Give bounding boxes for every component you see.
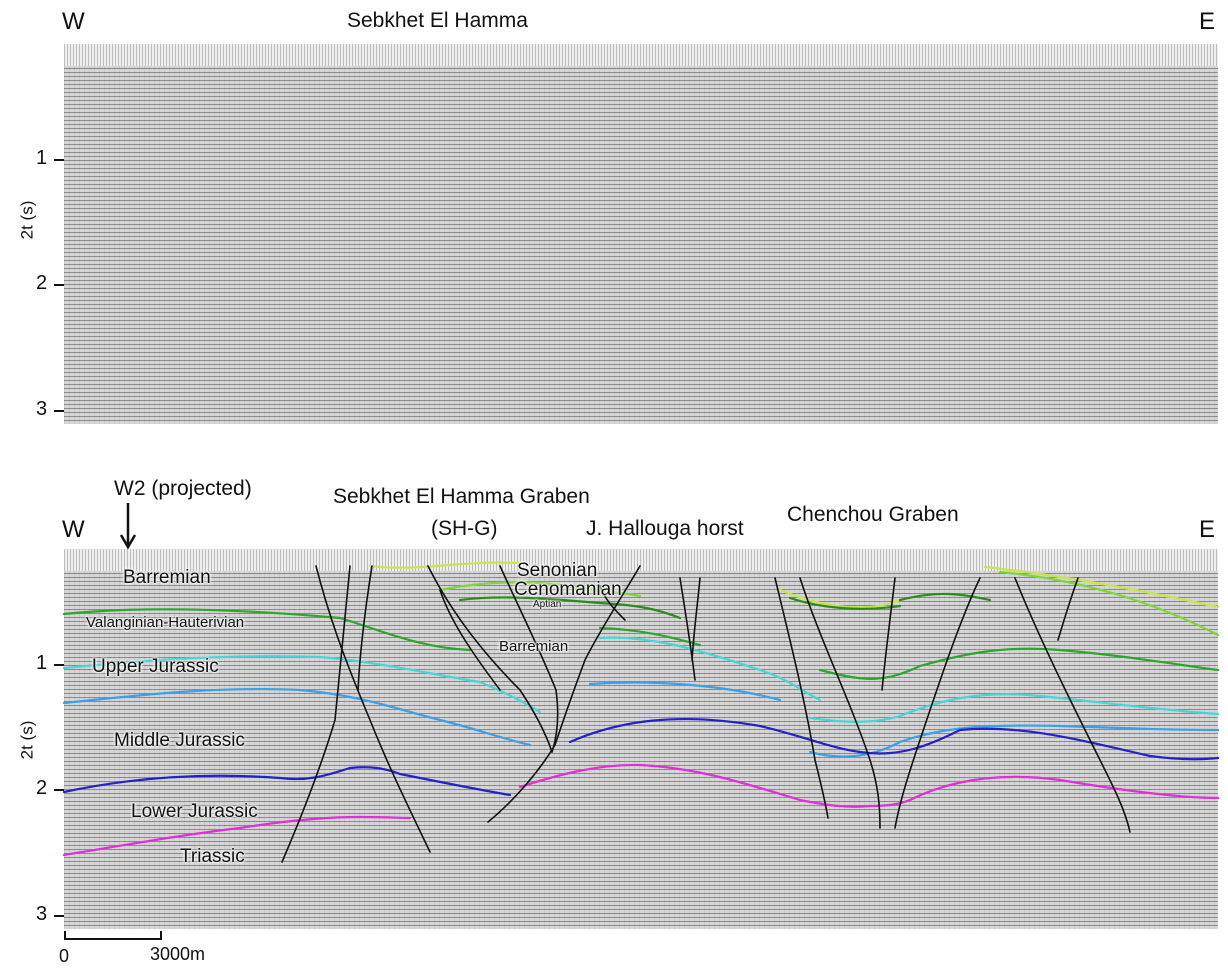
formation-label-upper-jurassic: Upper Jurassic bbox=[92, 656, 219, 677]
seismic-section-top bbox=[64, 44, 1218, 424]
fault-line bbox=[894, 577, 981, 829]
fault-line bbox=[427, 565, 553, 753]
formation-label-lower-jurassic: Lower Jurassic bbox=[131, 801, 258, 822]
fault-line bbox=[281, 565, 351, 863]
fault-line bbox=[881, 577, 896, 691]
west-label-top: W bbox=[62, 8, 85, 35]
horizon-line-middle-jurassic bbox=[62, 681, 1220, 758]
formation-label-barremian: Barremian bbox=[123, 567, 211, 588]
y-tick-mark-top bbox=[54, 159, 64, 161]
horizon-line-cenomanian bbox=[438, 570, 1220, 637]
fault-line bbox=[799, 577, 881, 829]
horizon-line-barremian bbox=[458, 592, 992, 620]
graben-label-chenchou: Chenchou Graben bbox=[787, 503, 959, 526]
y-tick-label-bottom: 2 bbox=[36, 777, 48, 799]
fault-line bbox=[315, 565, 431, 853]
west-label-bottom: W bbox=[62, 516, 85, 543]
down-arrow-icon bbox=[119, 503, 137, 550]
formation-label-senonian: Senonian bbox=[517, 560, 598, 581]
east-label-bottom: E bbox=[1199, 516, 1216, 543]
y-tick-mark-bottom bbox=[54, 915, 64, 917]
y-tick-label-bottom: 1 bbox=[36, 652, 48, 674]
scale-bar-tick-start bbox=[64, 931, 66, 940]
scale-bar-end-label: 3000m bbox=[150, 944, 206, 964]
y-tick-mark-bottom bbox=[54, 664, 64, 666]
y-tick-mark-top bbox=[54, 284, 64, 286]
fault-line bbox=[439, 589, 501, 691]
fault-line bbox=[357, 565, 373, 691]
y-tick-label-bottom: 3 bbox=[36, 903, 48, 925]
horizon-line-triassic bbox=[62, 763, 1220, 857]
seismic-header-strip bbox=[64, 549, 1218, 571]
y-tick-label-top: 1 bbox=[36, 147, 48, 169]
fault-line bbox=[599, 585, 626, 621]
fault-line bbox=[499, 565, 559, 753]
seismic-header-strip bbox=[64, 44, 1218, 66]
horizon-line-lower-jurassic bbox=[62, 717, 1220, 797]
fault-line bbox=[1014, 577, 1131, 833]
horizon-line-upper-jurassic bbox=[62, 636, 1220, 723]
top-section-title: Sebkhet El Hamma bbox=[347, 9, 528, 32]
formation-label-barremian-graben: Barremian bbox=[499, 638, 569, 655]
formation-label-aptian: Aptian bbox=[533, 599, 562, 610]
fault-line bbox=[679, 577, 696, 681]
y-tick-mark-top bbox=[54, 410, 64, 412]
formation-label-middle-jurassic: Middle Jurassic bbox=[114, 730, 245, 751]
fault-line bbox=[691, 577, 701, 661]
y-tick-mark-bottom bbox=[54, 789, 64, 791]
y-tick-label-top: 2 bbox=[36, 272, 48, 294]
formation-label-valanginian-hauterivian: Valanginian-Hauterivian bbox=[86, 614, 245, 631]
scale-bar-tick-end bbox=[160, 931, 162, 940]
horizon-line-senonian bbox=[368, 561, 1220, 609]
y-axis-label-bottom: 2t (s) bbox=[17, 720, 37, 760]
well-label: W2 (projected) bbox=[114, 477, 252, 500]
east-label-top: E bbox=[1199, 8, 1216, 35]
graben-label-sh: Sebkhet El Hamma Graben bbox=[333, 485, 590, 508]
graben-label-sh-abbrev: (SH-G) bbox=[431, 517, 498, 540]
formation-label-triassic: Triassic bbox=[180, 846, 245, 867]
scale-bar-start-label: 0 bbox=[59, 946, 70, 966]
seismic-texture bbox=[64, 44, 1218, 424]
fault-line bbox=[774, 577, 829, 819]
horst-label: J. Hallouga horst bbox=[586, 517, 744, 540]
fault-line bbox=[1057, 577, 1079, 641]
formation-label-cenomanian: Cenomanian bbox=[514, 579, 622, 600]
y-tick-label-top: 3 bbox=[36, 398, 48, 420]
scale-bar-line bbox=[64, 938, 162, 940]
fault-line bbox=[487, 565, 641, 823]
